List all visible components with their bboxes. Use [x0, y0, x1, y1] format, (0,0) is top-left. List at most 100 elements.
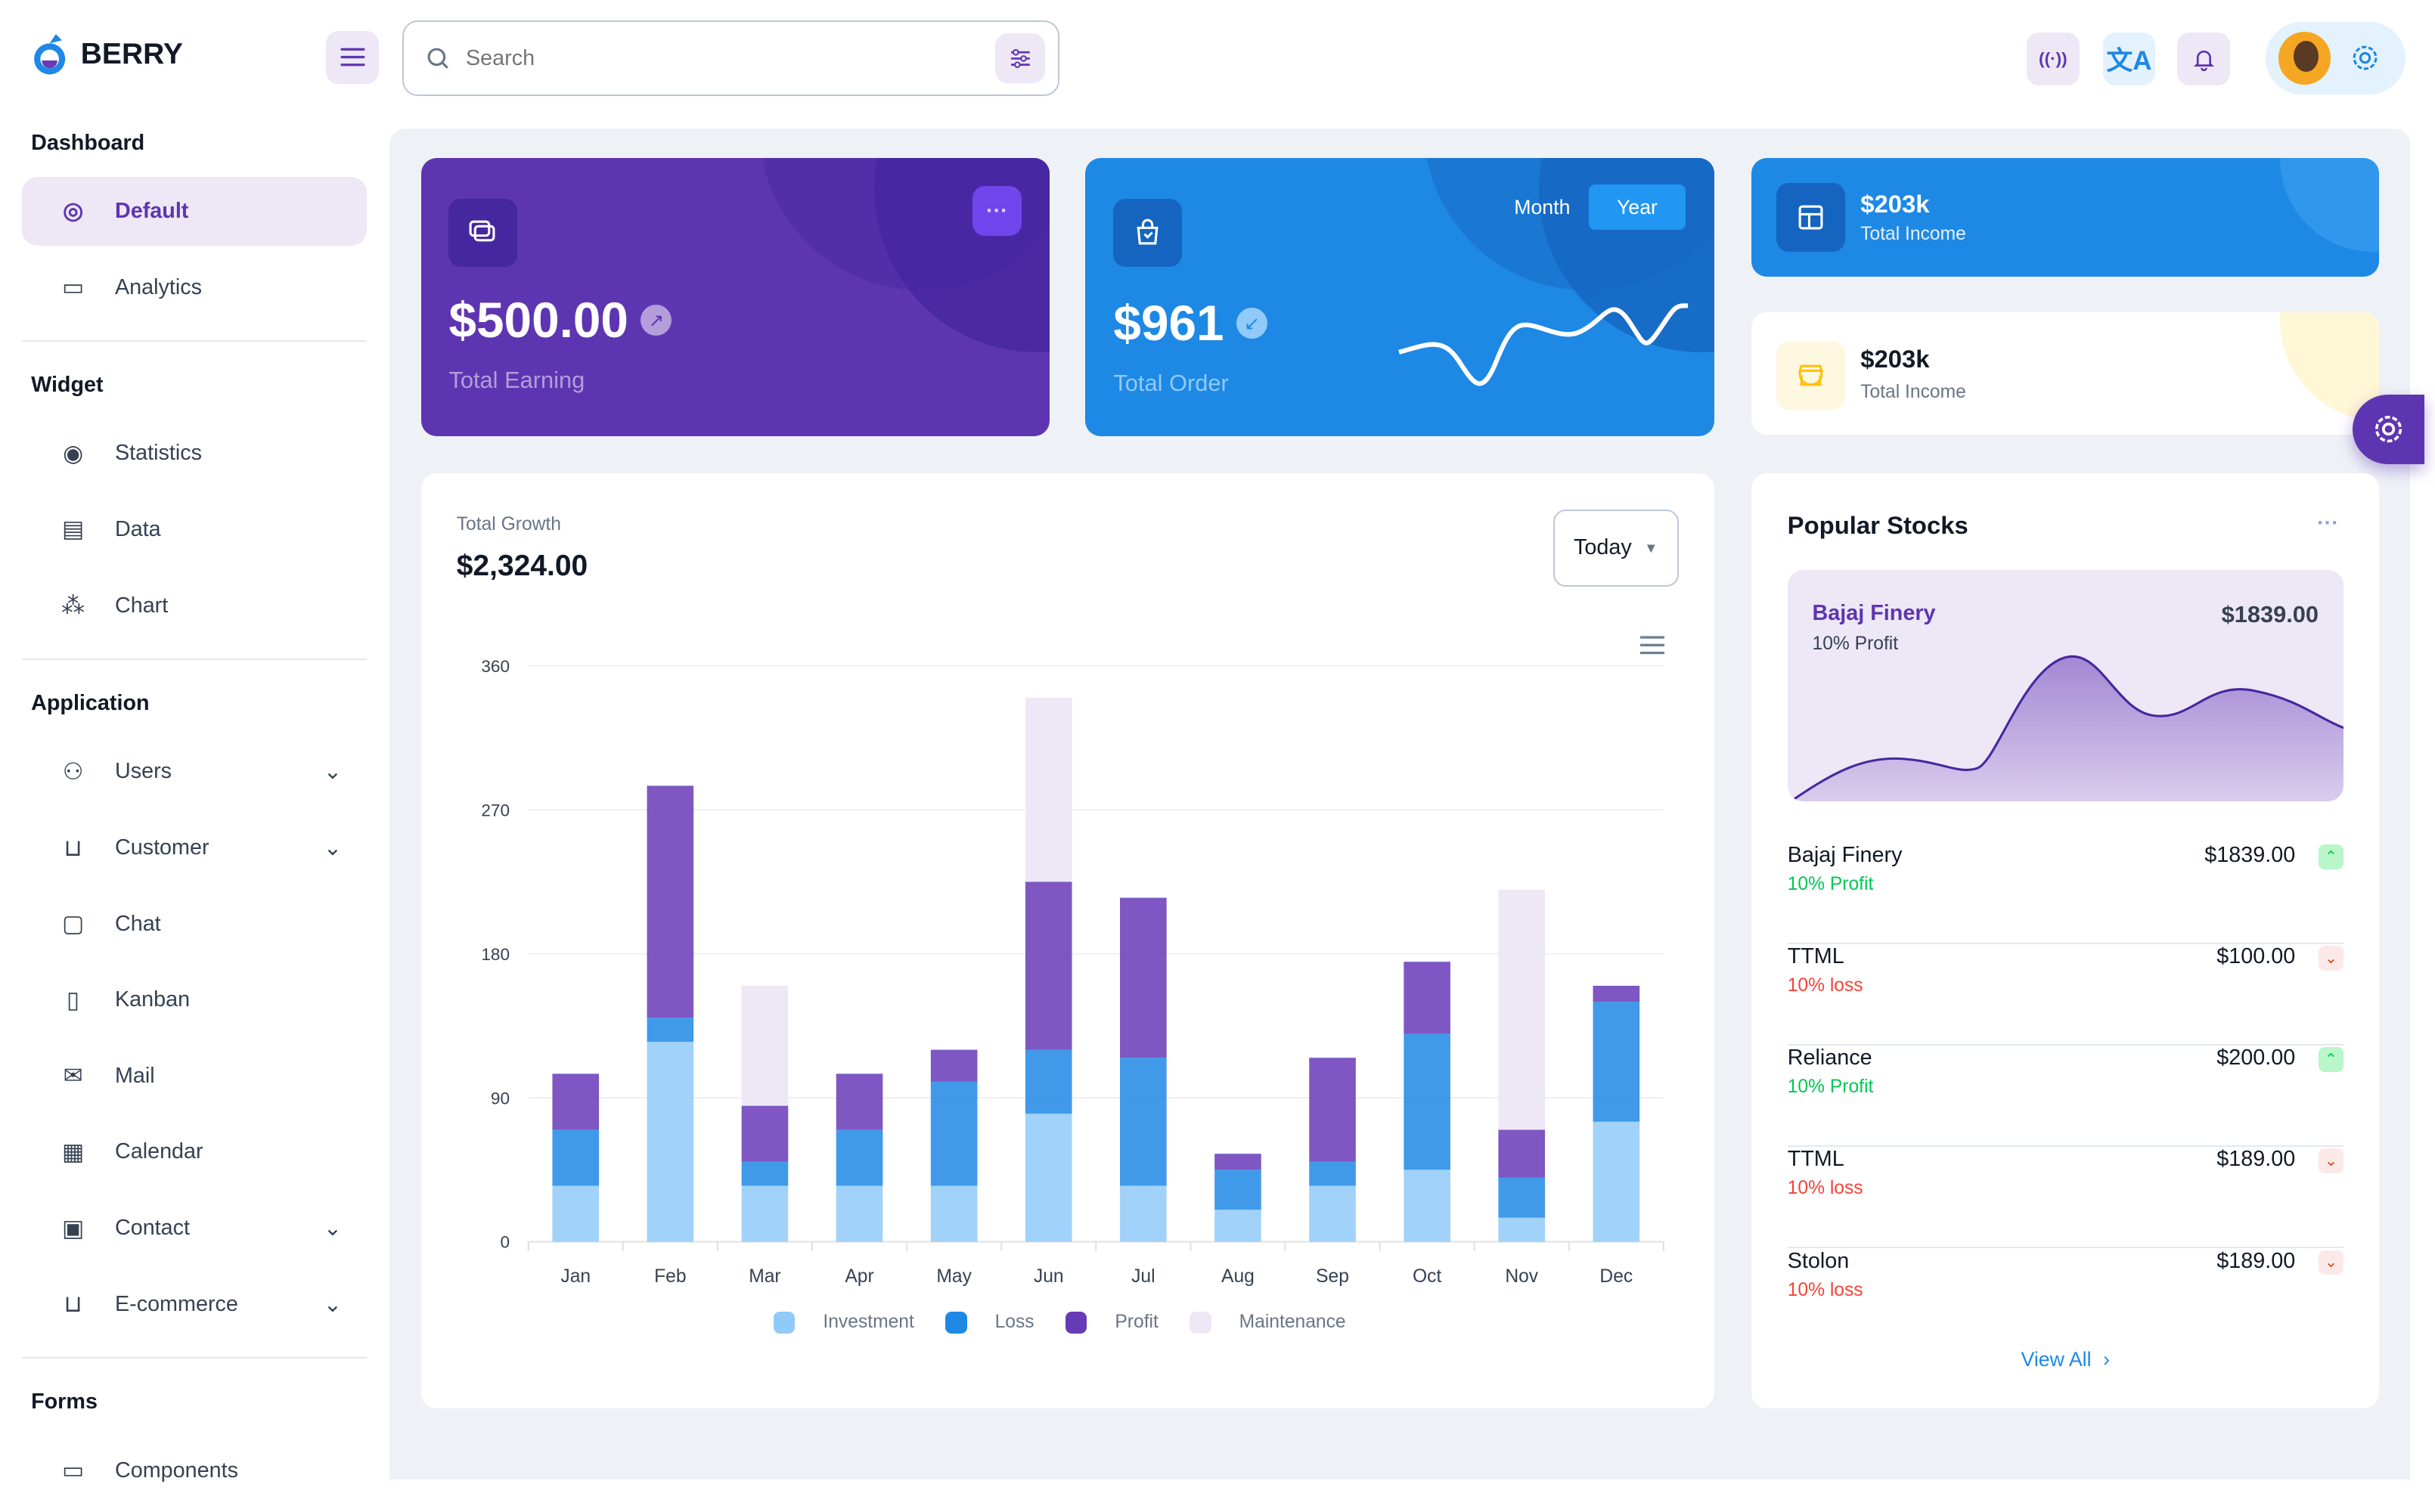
- bar-loss-apr: [836, 1129, 882, 1186]
- income-dark-value: $203k: [1860, 189, 1930, 218]
- berry-logo-icon: [34, 34, 66, 75]
- search-input[interactable]: [466, 45, 980, 71]
- legend-item[interactable]: Maintenance: [1189, 1312, 1346, 1334]
- sidebar-item-contact[interactable]: ▣ Contact ⌄: [22, 1194, 367, 1262]
- bar-investment-jul: [1119, 1185, 1167, 1242]
- basket-icon: ⊔: [64, 1290, 82, 1318]
- bar-loss-dec: [1593, 1002, 1639, 1123]
- legend-item[interactable]: Loss: [945, 1312, 1034, 1334]
- logo[interactable]: BERRY: [31, 31, 183, 78]
- stock-change: 10% loss: [1787, 1178, 1863, 1199]
- stock-row[interactable]: TTML $189.00 10% loss ⌄: [1787, 1147, 2343, 1248]
- x-tick-label: Nov: [1505, 1266, 1538, 1287]
- chevron-down-icon: ⌄: [323, 1216, 342, 1241]
- period-select[interactable]: Today ▼: [1553, 509, 1679, 587]
- sidebar-item-statistics[interactable]: ◉ Statistics: [22, 420, 367, 488]
- bar-profit-jul: [1119, 897, 1167, 1058]
- stocks-more-button[interactable]: ···: [2317, 511, 2339, 536]
- stock-value: $1839.00: [2204, 843, 2296, 868]
- language-button[interactable]: 文A: [2102, 33, 2156, 85]
- menu-toggle-button[interactable]: [326, 31, 380, 84]
- sidebar-item-label: Chat: [114, 911, 161, 936]
- sidebar-item-chat[interactable]: ▢ Chat: [22, 890, 367, 958]
- bar-loss-jun: [1025, 1049, 1072, 1114]
- legend-swatch: [945, 1312, 967, 1334]
- bar-investment-may: [930, 1185, 977, 1242]
- legend-swatch: [1189, 1312, 1211, 1334]
- arrow-up-right-icon: ↗: [641, 305, 672, 336]
- earning-more-button[interactable]: ···: [972, 186, 1022, 237]
- messages-icon: ▢: [61, 910, 85, 937]
- income-light-icon-box: [1776, 341, 1845, 411]
- sidebar-item-data[interactable]: ▤ Data: [22, 495, 367, 563]
- bar-loss-nov: [1497, 1178, 1545, 1219]
- bar-investment-aug: [1214, 1210, 1261, 1242]
- chevron-down-icon: ⌄: [2319, 1148, 2343, 1174]
- sidebar-item-calendar[interactable]: ▦ Calendar: [22, 1118, 367, 1186]
- bar-profit-jun: [1025, 881, 1072, 1050]
- notifications-button[interactable]: [2177, 33, 2230, 85]
- sidebar-item-customer[interactable]: ⊔ Customer ⌄: [22, 813, 367, 881]
- search-bar[interactable]: [402, 20, 1059, 97]
- settings-icon: [2375, 416, 2402, 443]
- bar-profit-jan: [551, 1074, 599, 1130]
- x-tick-label: Dec: [1599, 1266, 1633, 1287]
- sidebar-item-e-commerce[interactable]: ⊔ E-commerce ⌄: [22, 1270, 367, 1338]
- bar-profit-aug: [1214, 1154, 1261, 1170]
- tab-month[interactable]: Month: [1514, 195, 1571, 218]
- legend-item[interactable]: Profit: [1065, 1312, 1159, 1334]
- legend-item[interactable]: Investment: [773, 1312, 914, 1334]
- total-growth-card: Total Growth $2,324.00 Today ▼ 0 90 180 270…: [420, 473, 1715, 1408]
- bar-investment-dec: [1593, 1122, 1639, 1242]
- y-tick-label: 180: [481, 945, 510, 964]
- sidebar-item-default[interactable]: ◎ Default: [21, 177, 367, 246]
- sidebar-item-label: Mail: [114, 1063, 155, 1088]
- stocks-title: Popular Stocks: [1787, 510, 1968, 539]
- legend-swatch: [773, 1312, 796, 1334]
- nfc-icon: ▣: [61, 1214, 85, 1241]
- stock-value: $200.00: [2216, 1046, 2296, 1070]
- tab-year[interactable]: Year: [1589, 184, 1686, 231]
- legend-swatch: [1065, 1312, 1087, 1334]
- y-tick-label: 90: [490, 1089, 509, 1108]
- sidebar-item-label: Users: [114, 759, 172, 784]
- stock-row[interactable]: Stolon $189.00 10% loss ⌄: [1788, 1249, 2343, 1349]
- sidebar-item-components[interactable]: ▭ Components: [22, 1436, 367, 1504]
- stock-name: Stolon: [1787, 1248, 1850, 1273]
- search-filter-button[interactable]: [995, 33, 1046, 83]
- stock-row[interactable]: Bajaj Finery $1839.00 10% Profit ⌃: [1787, 843, 2343, 944]
- sidebar-item-users[interactable]: ⚇ Users ⌄: [22, 738, 367, 806]
- stock-row[interactable]: TTML $100.00 10% loss ⌄: [1787, 944, 2343, 1046]
- sidebar-item-chart[interactable]: ⁂ Chart: [22, 572, 367, 640]
- basket-icon: ⊔: [64, 834, 82, 861]
- bar-profit-may: [930, 1049, 977, 1083]
- shopping-bag-icon: [1137, 219, 1159, 245]
- broadcast-button[interactable]: ((·)): [2026, 33, 2080, 85]
- chart-legend: Investment Loss Profit Maintenance: [773, 1312, 1346, 1334]
- y-tick-label: 270: [481, 801, 510, 820]
- earning-value: $500.00: [448, 293, 628, 349]
- bar-maintenance-mar: [741, 986, 788, 1106]
- sidebar-item-kanban[interactable]: ▯ Kanban: [22, 966, 367, 1034]
- chart-menu-button[interactable]: [1639, 632, 1665, 661]
- x-tick-label: Apr: [845, 1266, 873, 1287]
- view-all-link[interactable]: View All ›: [1751, 1348, 2379, 1371]
- x-tick-label: May: [936, 1266, 972, 1287]
- bar-investment-sep: [1308, 1185, 1356, 1242]
- customize-settings-button[interactable]: [2353, 394, 2424, 465]
- legend-label: Loss: [994, 1312, 1034, 1333]
- sidebar-item-label: Chart: [114, 593, 169, 618]
- bar-loss-mar: [741, 1162, 788, 1186]
- adjustments-icon: [1010, 48, 1030, 68]
- x-tick-label: Mar: [749, 1266, 780, 1287]
- avatar: [2278, 32, 2331, 85]
- stock-row[interactable]: Reliance $200.00 10% Profit ⌃: [1787, 1046, 2343, 1147]
- sidebar-item-analytics[interactable]: ▭ Analytics: [22, 253, 367, 321]
- bell-icon: [2193, 50, 2214, 71]
- chevron-right-icon: ›: [2103, 1347, 2111, 1371]
- total-income-card-dark: $203k Total Income: [1751, 158, 2380, 277]
- sidebar-item-mail[interactable]: ✉ Mail: [22, 1042, 367, 1110]
- total-earning-card: ··· $500.00 ↗ Total Earning: [420, 158, 1050, 437]
- profile-button[interactable]: [2266, 21, 2406, 95]
- sidebar-section-title: Forms: [31, 1390, 98, 1414]
